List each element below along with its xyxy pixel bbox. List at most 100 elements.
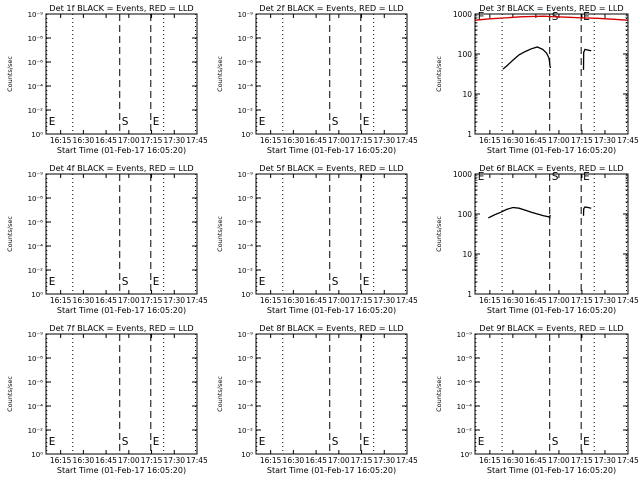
- panel-3-x-tick-label-0: 16:15: [479, 136, 501, 145]
- panel-3-series-1: [475, 15, 628, 21]
- panel-6-marker-label-3: E: [583, 171, 590, 183]
- panel-5-ylabel: Counts/sec: [216, 216, 224, 252]
- panel-2-x-tick-label-0: 16:15: [260, 136, 282, 145]
- panel-9-y-tick-label-1: 10⁻²: [457, 427, 473, 435]
- panel-9-x-tick-label-6: 17:45: [617, 456, 639, 465]
- panel-5-y-tick-label-2: 10⁻⁴: [238, 243, 254, 251]
- panel-5-plot-frame: [255, 173, 408, 295]
- panel-7-xlabel: Start Time (01-Feb-17 16:05:20): [57, 466, 186, 475]
- panel-9-y-tick-label-3: 10⁻⁶: [457, 379, 473, 387]
- panel-3-x-tick-label-5: 17:30: [594, 136, 616, 145]
- panel-4-marker-label-0: E: [49, 276, 56, 288]
- panel-7-y-tick-label-3: 10⁻⁶: [28, 379, 44, 387]
- panel-3-marker-label-3: E: [583, 11, 590, 23]
- panel-7-x-tick-label-0: 16:15: [50, 456, 72, 465]
- panel-1-y-tick-label-2: 10⁻⁴: [28, 83, 44, 91]
- panel-8-title: Det 8f BLACK = Events, RED = LLD: [259, 323, 403, 333]
- panel-5-marker-label-0: E: [259, 276, 266, 288]
- panel-7-y-tick-label-1: 10⁻²: [28, 427, 44, 435]
- panel-7-y-tick-label-0: 10⁰: [31, 451, 43, 459]
- panel-5-y-tick-label-4: 10⁻⁸: [238, 195, 254, 203]
- panel-6-title: Det 6f BLACK = Events, RED = LLD: [479, 163, 623, 173]
- panel-5-x-tick-label-4: 17:15: [351, 296, 373, 305]
- panel-3-series-0: [502, 46, 592, 70]
- panel-9-title: Det 9f BLACK = Events, RED = LLD: [479, 323, 623, 333]
- panel-7-y-tick-label-5: 10⁻⁹: [28, 331, 44, 339]
- panel-9-plot-frame: [474, 333, 629, 455]
- panel-4-xlabel: Start Time (01-Feb-17 16:05:20): [57, 306, 186, 315]
- panel-6-y-tick-label-0: 1: [467, 290, 472, 299]
- panel-8-marker-label-0: E: [259, 436, 266, 448]
- panel-1-title: Det 1f BLACK = Events, RED = LLD: [49, 3, 193, 13]
- panel-2-x-tick-label-4: 17:15: [351, 136, 373, 145]
- panel-4-y-tick-label-3: 10⁻⁶: [28, 219, 44, 227]
- panel-9-y-tick-label-4: 10⁻⁸: [457, 355, 473, 363]
- panel-8-marker-label-3: E: [363, 436, 370, 448]
- panel-3-xlabel: Start Time (01-Feb-17 16:05:20): [487, 146, 616, 155]
- panel-7-y-tick-label-2: 10⁻⁴: [28, 403, 44, 411]
- panel-8-x-tick-label-1: 16:30: [283, 456, 305, 465]
- panel-1-x-tick-label-4: 17:15: [141, 136, 163, 145]
- panel-9-marker-label-3: E: [583, 436, 590, 448]
- panel-8-xlabel: Start Time (01-Feb-17 16:05:20): [267, 466, 396, 475]
- panel-4-ylabel: Counts/sec: [6, 216, 14, 252]
- panel-2-y-tick-label-3: 10⁻⁶: [238, 59, 254, 67]
- panel-7-marker-label-3: E: [153, 436, 160, 448]
- panel-2-title: Det 2f BLACK = Events, RED = LLD: [259, 3, 403, 13]
- panel-1-y-tick-label-4: 10⁻⁸: [28, 35, 44, 43]
- panel-7-x-tick-label-5: 17:30: [163, 456, 185, 465]
- panel-3-plot-frame: [474, 13, 629, 135]
- panel-1-ylabel: Counts/sec: [6, 56, 14, 92]
- panel-2-x-tick-label-6: 17:45: [396, 136, 418, 145]
- panel-2-y-tick-label-2: 10⁻⁴: [238, 83, 254, 91]
- panel-4-y-tick-label-4: 10⁻⁸: [28, 195, 44, 203]
- panel-2-marker-label-0: E: [259, 116, 266, 128]
- panel-2-marker-label-2: S: [332, 116, 339, 128]
- panel-5-title: Det 5f BLACK = Events, RED = LLD: [259, 163, 403, 173]
- panel-3-title: Det 3f BLACK = Events, RED = LLD: [479, 3, 623, 13]
- panel-6-x-tick-label-5: 17:30: [594, 296, 616, 305]
- panel-5-x-tick-label-1: 16:30: [283, 296, 305, 305]
- panel-6-marker-label-0: E: [478, 171, 485, 183]
- panel-1-x-tick-label-5: 17:30: [163, 136, 185, 145]
- panel-3-x-tick-label-6: 17:45: [617, 136, 639, 145]
- panel-2-x-tick-label-1: 16:30: [283, 136, 305, 145]
- panel-4-x-tick-label-3: 17:00: [118, 296, 140, 305]
- panel-8-x-tick-label-4: 17:15: [351, 456, 373, 465]
- panel-9-y-tick-label-0: 10⁰: [460, 451, 472, 459]
- panel-3-x-tick-label-1: 16:30: [502, 136, 524, 145]
- panel-5-x-tick-label-0: 16:15: [260, 296, 282, 305]
- panel-6-marker-label-2: S: [552, 171, 559, 183]
- panel-2-plot-frame: [255, 13, 408, 135]
- panel-9-x-tick-label-3: 17:00: [548, 456, 570, 465]
- panel-3-y-tick-label-2: 100: [458, 50, 473, 59]
- panel-1-y-tick-label-3: 10⁻⁶: [28, 59, 44, 67]
- panel-6-x-tick-label-0: 16:15: [479, 296, 501, 305]
- panel-4-x-tick-label-6: 17:45: [186, 296, 208, 305]
- panel-6-xlabel: Start Time (01-Feb-17 16:05:20): [487, 306, 616, 315]
- panel-5-x-tick-label-3: 17:00: [328, 296, 350, 305]
- panel-6-y-tick-label-2: 100: [458, 210, 473, 219]
- panel-2-y-tick-label-5: 10⁻⁹: [238, 11, 254, 19]
- panel-8-y-tick-label-0: 10⁰: [241, 451, 253, 459]
- panel-2-y-tick-label-4: 10⁻⁸: [238, 35, 254, 43]
- panel-6-x-tick-label-4: 17:15: [571, 296, 593, 305]
- panel-6-ylabel: Counts/sec: [435, 216, 443, 252]
- panel-7-x-tick-label-6: 17:45: [186, 456, 208, 465]
- panel-9-y-tick-label-2: 10⁻⁴: [457, 403, 473, 411]
- panel-8-marker-label-2: S: [332, 436, 339, 448]
- panel-1-marker-label-0: E: [49, 116, 56, 128]
- panel-1-x-tick-label-1: 16:30: [73, 136, 95, 145]
- panel-1-marker-label-3: E: [153, 116, 160, 128]
- panel-6-x-tick-label-2: 16:45: [525, 296, 547, 305]
- panel-8-plot-frame: [255, 333, 408, 455]
- panel-2-x-tick-label-5: 17:30: [373, 136, 395, 145]
- panel-1-y-tick-label-0: 10⁰: [31, 131, 43, 139]
- panel-7-ylabel: Counts/sec: [6, 376, 14, 412]
- panel-7-x-tick-label-4: 17:15: [141, 456, 163, 465]
- panel-8-x-tick-label-3: 17:00: [328, 456, 350, 465]
- panel-4-y-tick-label-1: 10⁻²: [28, 267, 44, 275]
- panel-5-y-tick-label-0: 10⁰: [241, 291, 253, 299]
- panel-7-x-tick-label-2: 16:45: [95, 456, 117, 465]
